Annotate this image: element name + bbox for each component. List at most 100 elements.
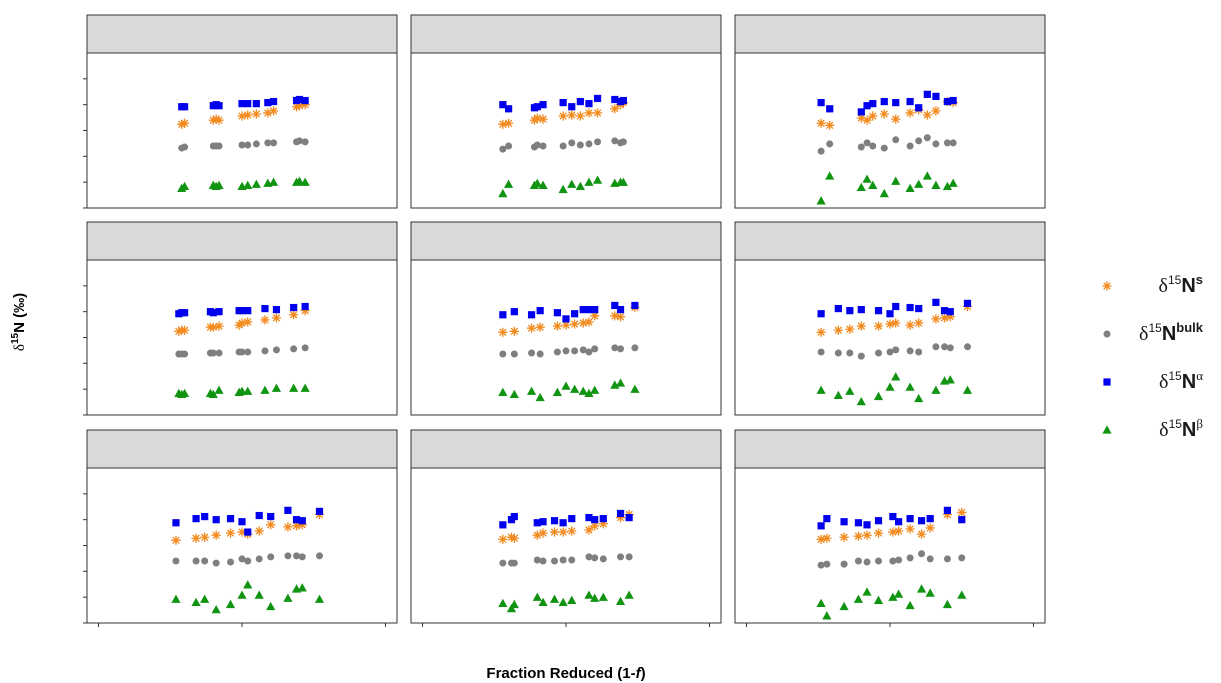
point-s — [567, 110, 577, 120]
point-alpha — [212, 516, 220, 524]
point-s — [506, 532, 517, 542]
point-bulk — [533, 556, 541, 564]
point-beta — [630, 384, 640, 393]
facet-strip — [734, 14, 1046, 54]
point-s — [191, 533, 201, 543]
point-bulk — [528, 349, 536, 357]
point-beta — [879, 188, 889, 198]
point-bulk — [192, 557, 200, 565]
point-beta — [584, 590, 594, 599]
point-beta — [498, 188, 508, 198]
point-alpha — [499, 311, 507, 319]
point-beta — [300, 383, 310, 392]
point-s — [916, 529, 927, 539]
point-beta — [179, 181, 190, 190]
point-bulk — [585, 553, 593, 561]
point-bulk — [932, 343, 940, 351]
legend-label-part: δ — [1139, 323, 1148, 345]
point-alpha — [906, 97, 914, 106]
point-beta — [549, 594, 560, 603]
plot-area — [734, 259, 1046, 416]
point-beta — [891, 176, 901, 185]
point-alpha — [272, 306, 281, 314]
point-beta — [905, 183, 915, 193]
facet-panel — [83, 14, 398, 209]
point-beta — [509, 599, 519, 609]
plot-area — [410, 52, 722, 209]
facet-strip — [410, 429, 722, 469]
legend-label-part: β — [1196, 416, 1203, 431]
point-beta — [816, 598, 826, 608]
point-alpha — [886, 310, 894, 318]
point-s — [891, 318, 901, 328]
point-alpha — [906, 303, 914, 312]
point-beta — [237, 590, 247, 599]
point-beta — [214, 385, 224, 394]
point-s — [873, 528, 884, 538]
point-bulk — [579, 346, 587, 354]
point-bulk — [817, 147, 825, 155]
point-alpha — [559, 99, 567, 107]
point-alpha — [926, 515, 934, 523]
legend-key-alpha — [1103, 378, 1111, 386]
point-beta — [300, 177, 310, 186]
facet-strip — [86, 429, 398, 469]
point-alpha — [599, 515, 607, 523]
point-s — [590, 521, 600, 531]
point-s — [294, 101, 305, 111]
legend-label-part: N — [1162, 323, 1176, 345]
point-s — [567, 526, 577, 536]
plot-area — [86, 467, 398, 624]
point-bulk — [617, 345, 625, 353]
point-beta — [590, 593, 600, 602]
point-bulk — [536, 350, 544, 358]
plot-area — [410, 259, 722, 416]
point-bulk — [227, 558, 235, 566]
point-beta — [853, 594, 864, 603]
y-axis-title: δ15N (‰) — [10, 293, 28, 351]
point-bulk — [576, 141, 584, 149]
facet-panel — [410, 221, 722, 416]
point-beta — [179, 388, 190, 397]
point-s — [942, 509, 953, 520]
point-s — [260, 315, 270, 325]
facet-panel — [410, 429, 722, 627]
point-alpha — [539, 518, 547, 526]
point-bulk — [295, 137, 303, 145]
facet-panel — [734, 14, 1046, 209]
point-beta — [578, 386, 588, 395]
facet-panel — [410, 14, 722, 209]
point-s — [888, 527, 898, 537]
point-s — [263, 108, 273, 118]
point-alpha — [892, 99, 900, 107]
point-beta — [251, 179, 261, 188]
point-alpha — [292, 516, 301, 524]
point-s — [868, 111, 878, 121]
point-s — [931, 106, 941, 116]
point-beta — [945, 375, 955, 384]
point-bulk — [906, 554, 914, 562]
legend-entry-s: δ15Ns — [1102, 272, 1203, 297]
point-s — [237, 111, 247, 121]
point-s — [558, 527, 568, 537]
point-s — [251, 109, 261, 119]
point-alpha — [539, 101, 547, 109]
point-bulk — [209, 349, 217, 357]
point-beta — [615, 378, 626, 387]
point-alpha — [591, 306, 599, 314]
point-bulk — [817, 348, 825, 356]
point-bulk — [272, 346, 280, 354]
point-bulk — [181, 143, 189, 151]
point-alpha — [823, 515, 831, 523]
point-beta — [552, 387, 562, 396]
point-s — [243, 317, 253, 327]
point-beta — [833, 390, 843, 400]
point-bulk — [625, 553, 633, 561]
point-s — [590, 311, 600, 321]
point-bulk — [585, 140, 593, 148]
point-beta — [914, 393, 924, 403]
x-axis-title: Fraction Reduced (1-f) — [486, 665, 645, 682]
point-bulk — [617, 553, 625, 561]
point-s — [894, 526, 904, 536]
point-bulk — [505, 142, 513, 150]
